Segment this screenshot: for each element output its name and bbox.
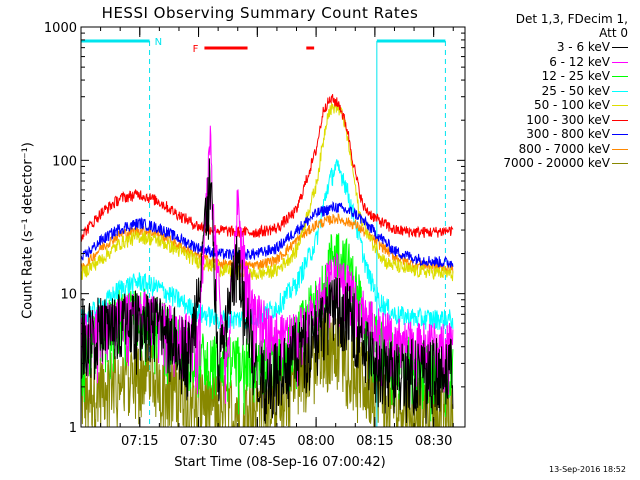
x-tick-label: 08:15 <box>356 434 393 449</box>
flare-marker-label: F <box>193 44 199 55</box>
legend-swatch <box>612 163 628 164</box>
legend-swatch <box>612 76 628 77</box>
legend-swatch <box>612 148 628 150</box>
legend-item: 7000 - 20000 keV <box>478 156 638 171</box>
y-axis-label: Count Rate (s⁻¹ detector⁻¹) <box>20 142 36 319</box>
x-tick-label: 07:30 <box>180 434 217 449</box>
series-line-100to300keV <box>80 94 454 242</box>
y-tick-label: 10 <box>60 288 77 303</box>
legend-header-line-1: Det 1,3, FDecim 1, <box>515 12 628 26</box>
x-tick-label: 08:30 <box>415 434 452 449</box>
legend-label: 3 - 6 keV <box>556 40 610 54</box>
legend-swatch <box>612 105 628 106</box>
x-tick-label: 07:15 <box>121 434 158 449</box>
legend-item: 3 - 6 keV <box>478 40 638 55</box>
x-tick-label: 07:45 <box>239 434 276 449</box>
legend-item: 50 - 100 keV <box>478 98 638 113</box>
legend-item: 12 - 25 keV <box>478 69 638 84</box>
legend-item: 25 - 50 keV <box>478 84 638 99</box>
night-marker-label: N <box>155 37 162 48</box>
timestamp: 13-Sep-2016 18:52 <box>549 465 626 474</box>
legend-label: 300 - 800 keV <box>526 127 610 141</box>
legend-label: 800 - 7000 keV <box>518 141 610 156</box>
legend-swatch <box>612 134 628 135</box>
x-tick-label: 08:00 <box>297 434 334 449</box>
x-axis-label: Start Time (08-Sep-16 07:00:42) <box>174 455 386 470</box>
y-tick-label: 100 <box>52 154 77 169</box>
legend-label: 12 - 25 keV <box>541 69 610 83</box>
legend-item: 800 - 7000 keV <box>478 142 638 157</box>
legend-label: 100 - 300 keV <box>526 112 610 127</box>
chart-title: HESSI Observing Summary Count Rates <box>101 4 419 22</box>
legend-label: 50 - 100 keV <box>533 98 610 112</box>
legend-item: 100 - 300 keV <box>478 113 638 128</box>
legend: Det 1,3, FDecim 1, Att 0 3 - 6 keV 6 - 12… <box>478 12 638 171</box>
legend-label: 25 - 50 keV <box>541 83 610 98</box>
legend-swatch <box>612 90 628 92</box>
legend-label: 6 - 12 keV <box>549 54 610 69</box>
legend-swatch <box>612 47 628 48</box>
legend-label: 7000 - 20000 keV <box>503 156 610 170</box>
legend-item: 6 - 12 keV <box>478 55 638 70</box>
legend-header-line-2: Att 0 <box>599 26 628 40</box>
legend-item: 300 - 800 keV <box>478 127 638 142</box>
legend-swatch <box>612 119 628 121</box>
plot-frame <box>80 26 466 428</box>
series-layer <box>80 94 454 428</box>
series-line-25to50keV <box>80 159 454 331</box>
legend-swatch <box>612 61 628 63</box>
y-tick-label: 1 <box>69 421 77 436</box>
y-tick-label: 1000 <box>44 21 77 36</box>
series-line-50to100keV <box>80 99 454 282</box>
series-line-3to6keV <box>80 158 454 424</box>
series-line-300to800keV <box>80 201 454 268</box>
